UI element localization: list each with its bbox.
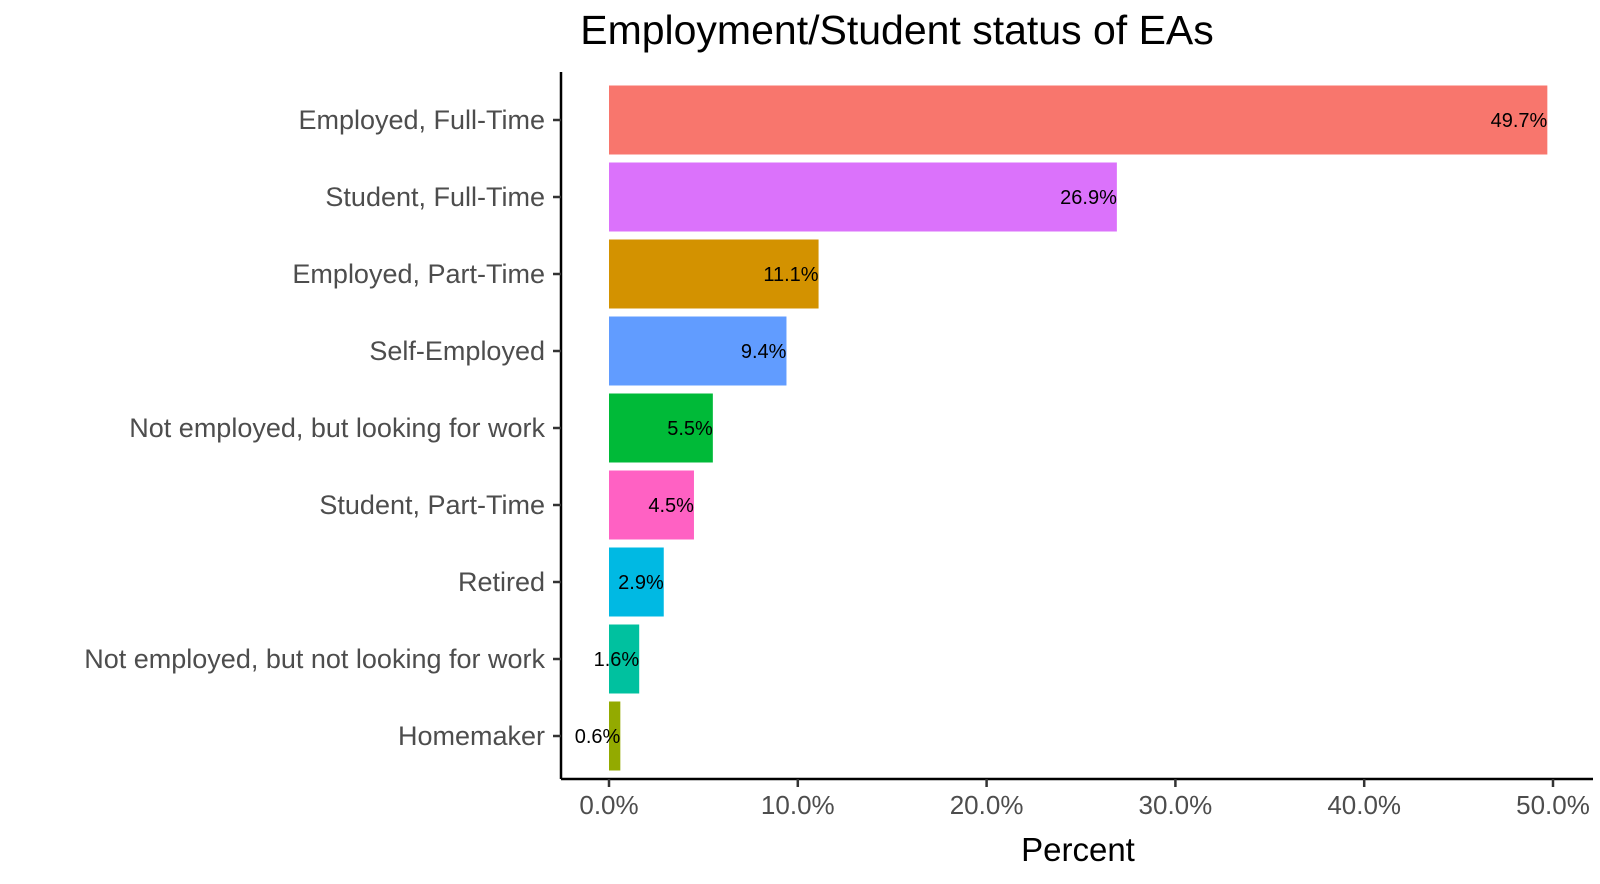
bar-8 xyxy=(609,624,640,694)
bar-value-label: 4.5% xyxy=(648,495,694,517)
bar-value-label: 5.5% xyxy=(667,418,713,440)
bar-4 xyxy=(609,316,787,386)
bar-1 xyxy=(609,85,1548,155)
x-axis-title: Percent xyxy=(1021,831,1135,868)
category-label: Employed, Part-Time xyxy=(292,259,545,289)
chart-title: Employment/Student status of EAs xyxy=(580,7,1214,53)
bar-3 xyxy=(609,239,819,309)
category-label: Not employed, but not looking for work xyxy=(84,644,545,674)
x-tick-label: 10.0% xyxy=(761,790,835,820)
category-label: Student, Full-Time xyxy=(325,182,545,212)
x-tick-label: 0.0% xyxy=(579,790,638,820)
bar-7 xyxy=(609,547,664,617)
bar-2 xyxy=(609,162,1117,232)
category-label: Employed, Full-Time xyxy=(298,105,545,135)
x-axis: 0.0% 10.0% 20.0% 30.0% 40.0% 50.0% xyxy=(561,777,1593,820)
y-axis: Employed, Full-Time Student, Full-Time Emp… xyxy=(84,72,563,779)
bar-6 xyxy=(609,470,694,540)
category-label: Not employed, but looking for work xyxy=(129,413,545,443)
bar-value-label: 1.6% xyxy=(594,649,640,671)
x-tick-label: 20.0% xyxy=(950,790,1024,820)
x-tick-label: 30.0% xyxy=(1139,790,1213,820)
category-label: Homemaker xyxy=(398,721,545,751)
category-label: Self-Employed xyxy=(369,336,545,366)
category-label: Retired xyxy=(458,567,545,597)
bar-9 xyxy=(609,701,621,771)
bar-5 xyxy=(609,393,713,463)
bar-value-label: 26.9% xyxy=(1060,187,1117,209)
bar-value-label: 11.1% xyxy=(763,264,818,286)
bar-value-label: 2.9% xyxy=(618,572,664,594)
bar-value-label: 0.6% xyxy=(575,726,621,748)
x-tick-label: 40.0% xyxy=(1327,790,1401,820)
x-tick-label: 50.0% xyxy=(1516,790,1590,820)
bar-value-label: 49.7% xyxy=(1491,110,1548,132)
value-labels-group: 49.7% 26.9% 11.1% 9.4% 5.5% 4.5% 2.9% 1.6% 0.6% xyxy=(575,110,1548,748)
bars-group xyxy=(609,85,1548,771)
bar-value-label: 9.4% xyxy=(741,341,787,363)
category-label: Student, Part-Time xyxy=(319,490,545,520)
